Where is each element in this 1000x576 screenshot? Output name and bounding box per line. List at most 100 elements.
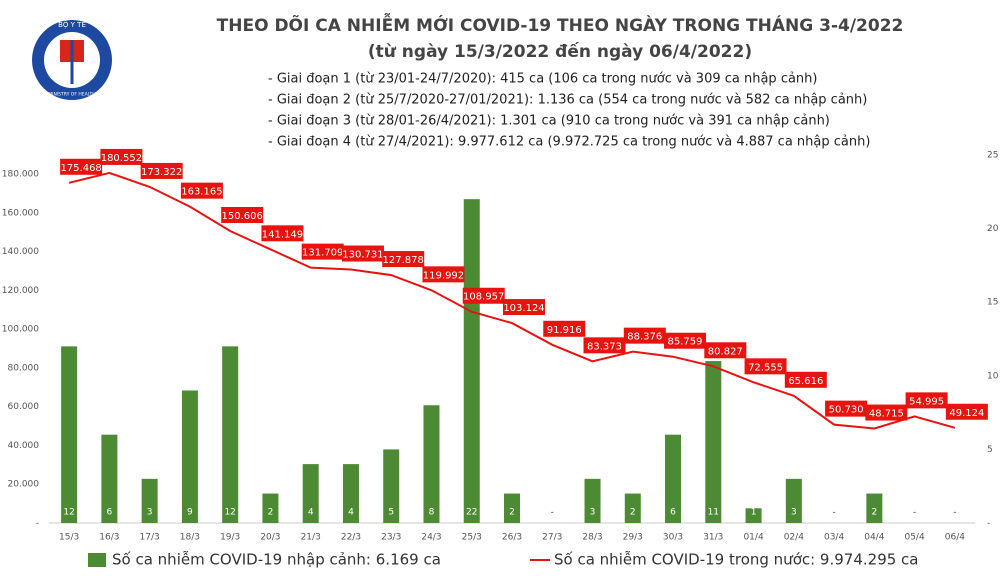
line-label: 175.468: [60, 163, 101, 174]
bar: [61, 346, 78, 523]
line-label: 72.555: [748, 362, 783, 373]
x-tick-label: 03/4: [824, 533, 844, 543]
bar-label: 12: [63, 508, 74, 518]
x-tick-label: 21/3: [301, 533, 321, 543]
line-label: 163.165: [181, 187, 222, 198]
line-label: 108.957: [463, 292, 504, 303]
x-tick-label: 15/3: [59, 533, 79, 543]
line-label: 49.124: [949, 408, 984, 419]
bar-label: 4: [348, 508, 354, 518]
bar: [584, 478, 601, 523]
line-label-box: [221, 206, 264, 223]
bar-label: 2: [509, 508, 515, 518]
bar: [866, 493, 883, 523]
line-label-box: [341, 245, 384, 262]
y-tick-label: 160.000: [2, 208, 39, 218]
line-label: 50.730: [829, 405, 864, 416]
y-tick-label: 120.000: [2, 286, 39, 296]
line-label: 119.992: [423, 270, 464, 281]
bar-label: 4: [308, 508, 314, 518]
y-tick-label: 80.000: [8, 363, 40, 373]
bar-label: 8: [429, 508, 435, 518]
legend-label: Số ca nhiễm COVID-19 nhập cảnh: 6.169 ca: [112, 551, 441, 569]
bar-label: 2: [630, 508, 636, 518]
line-label-box: [704, 342, 747, 359]
bar: [624, 493, 641, 523]
y2-tick-label: -: [987, 519, 990, 529]
x-tick-label: 23/3: [381, 533, 401, 543]
bar-label: -: [913, 508, 916, 518]
x-tick-label: 18/3: [180, 533, 200, 543]
x-tick-label: 02/4: [784, 533, 804, 543]
y-tick-label: 140.000: [2, 247, 39, 257]
bar-label: 9: [187, 508, 193, 518]
line-label-box: [825, 400, 868, 417]
y-tick-label: 20.000: [8, 480, 40, 490]
x-tick-label: 16/3: [99, 533, 119, 543]
bar-label: 3: [791, 508, 797, 518]
y-tick-label: 100.000: [2, 325, 39, 335]
annotation: - Giai đoạn 3 (từ 28/01-26/4/2021): 1.30…: [268, 114, 830, 129]
line-label-box: [543, 320, 586, 337]
line-label: 173.322: [141, 167, 182, 178]
line-label-box: [905, 392, 948, 409]
bar-label: 22: [466, 508, 477, 518]
line-label: 48.715: [869, 409, 904, 420]
x-tick-label: 17/3: [140, 533, 160, 543]
bar: [665, 434, 682, 523]
line-label: 80.827: [708, 346, 743, 357]
logo-bottom: MINISTRY OF HEALTH: [48, 92, 95, 98]
logo-top: BỘ Y TẾ: [58, 19, 86, 29]
x-tick-label: 06/4: [945, 533, 965, 543]
bar: [423, 405, 440, 523]
bar: [504, 493, 520, 523]
bar: [262, 493, 279, 523]
bar: [141, 478, 158, 523]
line-label-box: [301, 243, 344, 260]
bar: [181, 390, 198, 523]
bar-label: 3: [590, 508, 596, 518]
line: [68, 171, 956, 430]
line-label: 131.709: [302, 248, 343, 259]
line-label-box: [261, 225, 304, 242]
line-label-box: [60, 158, 103, 175]
bar: [342, 464, 359, 523]
bar-label: 5: [388, 508, 394, 518]
legend-label: Số ca nhiễm COVID-19 trong nước: 9.974.2…: [554, 551, 918, 569]
x-tick-label: 20/3: [260, 533, 280, 543]
line-label-box: [422, 266, 465, 283]
bar-label: 11: [708, 508, 719, 518]
x-tick-label: 24/3: [421, 533, 441, 543]
line-label-box: [865, 404, 908, 421]
bar-label: -: [832, 508, 835, 518]
logo: BỘ Y TẾ MINISTRY OF HEALTH: [32, 19, 112, 100]
line-label-box: [382, 251, 425, 268]
bar-label: 3: [147, 508, 153, 518]
line-label: 54.995: [909, 396, 944, 407]
x-tick-label: 29/3: [623, 533, 643, 543]
y2-tick-label: 5: [987, 445, 993, 455]
line-label-box: [140, 162, 183, 179]
x-tick-label: 19/3: [220, 533, 240, 543]
y2-tick-label: 25: [987, 151, 998, 161]
bar: [222, 346, 239, 523]
bar: [745, 508, 762, 523]
line-label-box: [744, 358, 787, 375]
line-label: 91.916: [547, 325, 582, 336]
line-label-box: [664, 332, 707, 349]
line-label-box: [583, 337, 626, 354]
y-tick-label: 60.000: [8, 402, 40, 412]
bar: [785, 478, 802, 523]
x-tick-label: 26/3: [502, 533, 522, 543]
bar: [463, 199, 480, 523]
legend-swatch: [88, 553, 106, 567]
y-tick-label: 180.000: [2, 170, 39, 180]
x-tick-label: 04/4: [864, 533, 884, 543]
line-label: 83.373: [587, 341, 622, 352]
line-label: 85.759: [668, 337, 703, 348]
chart-title: THEO DÕI CA NHIỄM MỚI COVID-19 THEO NGÀY…: [217, 11, 904, 36]
line-label: 65.616: [788, 376, 823, 387]
bar-label: -: [551, 508, 554, 518]
x-tick-label: 22/3: [341, 533, 361, 543]
bar-label: 12: [224, 508, 235, 518]
